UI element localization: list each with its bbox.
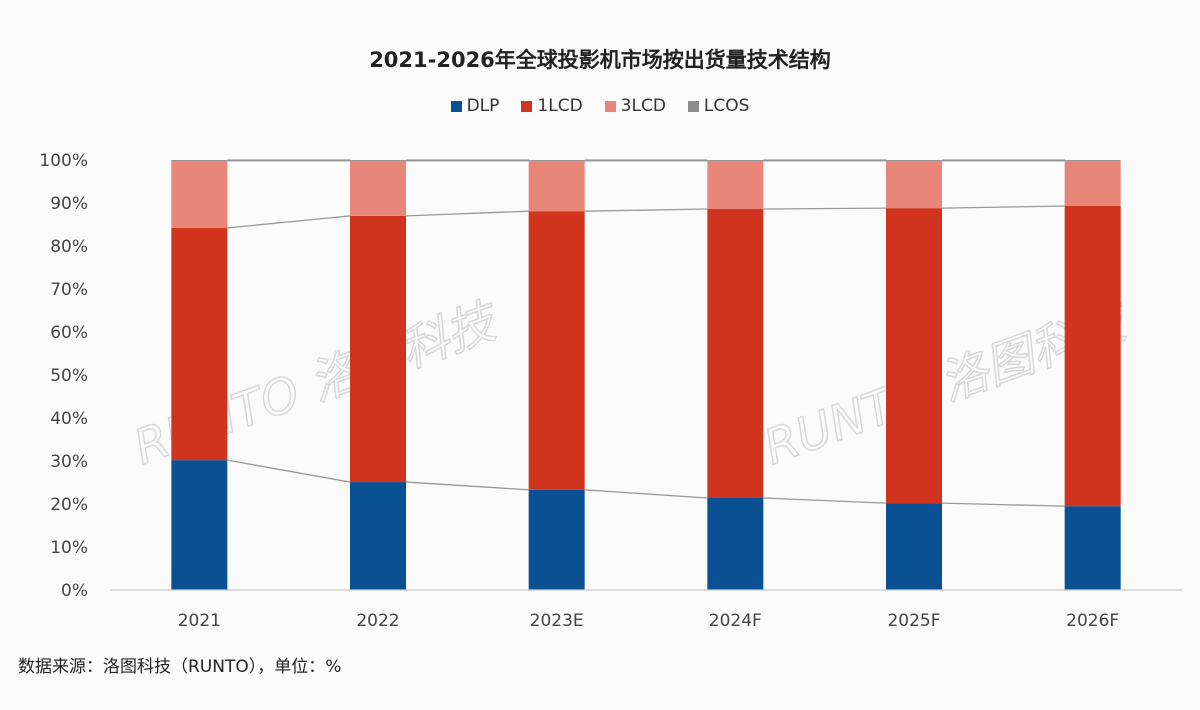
series-line-1lcd xyxy=(763,207,887,210)
bar-3lcd-2025F xyxy=(886,160,942,209)
legend-label: LCOS xyxy=(703,96,750,116)
legend-swatch xyxy=(450,100,462,112)
bar-1lcd-2026F xyxy=(1064,206,1121,507)
y-tick-label: 100% xyxy=(39,151,88,171)
bar-1lcd-2021 xyxy=(171,227,228,461)
legend-swatch xyxy=(687,100,699,112)
x-tick-label: 2023E xyxy=(530,611,584,631)
bar-3lcd-2022 xyxy=(350,160,406,216)
x-tick-label: 2025F xyxy=(887,611,940,631)
y-tick-label: 60% xyxy=(50,323,88,343)
x-tick-label: 2026F xyxy=(1066,611,1119,631)
x-tick-label: 2024F xyxy=(709,611,762,631)
bar-lcos-2026F xyxy=(1064,160,1121,161)
bar-lcos-2021 xyxy=(171,160,228,161)
legend-label: 1LCD xyxy=(537,96,583,116)
y-tick-label: 40% xyxy=(50,409,88,429)
y-tick-label: 90% xyxy=(50,194,88,214)
series-line-1lcd xyxy=(227,215,351,229)
series-line-1lcd xyxy=(405,210,529,217)
series-line-dlp xyxy=(584,489,708,499)
y-tick-label: 80% xyxy=(50,237,88,257)
x-tick-label: 2021 xyxy=(178,611,221,631)
series-line-dlp xyxy=(763,497,887,504)
legend-swatch xyxy=(521,100,533,112)
legend-item-3lcd: 3LCD xyxy=(604,96,666,116)
series-line-dlp xyxy=(405,481,529,491)
x-tick-label: 2022 xyxy=(356,611,399,631)
bar-dlp-2022 xyxy=(350,482,406,590)
legend-item-dlp: DLP xyxy=(450,96,500,116)
bar-dlp-2026F xyxy=(1064,506,1121,590)
bar-dlp-2023E xyxy=(528,489,585,590)
bar-1lcd-2025F xyxy=(886,208,942,504)
legend: DLP 1LCD 3LCD LCOS xyxy=(0,96,1200,116)
bar-dlp-2025F xyxy=(886,503,942,590)
y-tick-label: 0% xyxy=(61,581,88,601)
bar-lcos-2022 xyxy=(350,160,406,161)
series-line-dlp xyxy=(227,459,351,483)
series-line-1lcd xyxy=(584,208,708,212)
legend-item-lcos: LCOS xyxy=(687,96,750,116)
bar-1lcd-2023E xyxy=(528,211,585,490)
y-tick-label: 20% xyxy=(50,495,88,515)
bar-dlp-2024F xyxy=(707,497,764,590)
y-tick-label: 30% xyxy=(50,452,88,472)
bar-1lcd-2022 xyxy=(350,215,406,483)
y-tick-label: 50% xyxy=(50,366,88,386)
bar-3lcd-2021 xyxy=(171,160,228,228)
bar-lcos-2025F xyxy=(886,160,942,161)
legend-label: DLP xyxy=(466,96,500,116)
legend-swatch xyxy=(604,100,616,112)
legend-label: 3LCD xyxy=(620,96,666,116)
bar-lcos-2023E xyxy=(528,160,585,161)
series-line-dlp xyxy=(941,502,1065,507)
bar-3lcd-2024F xyxy=(707,160,764,210)
bar-dlp-2021 xyxy=(171,460,228,590)
series-line-1lcd xyxy=(941,205,1065,209)
source-note: 数据来源：洛图科技（RUNTO），单位：% xyxy=(18,657,342,677)
y-tick-label: 10% xyxy=(50,538,88,558)
bar-3lcd-2026F xyxy=(1064,160,1121,207)
bar-3lcd-2023E xyxy=(528,160,585,212)
y-tick-label: 70% xyxy=(50,280,88,300)
bar-lcos-2024F xyxy=(707,160,764,161)
bar-1lcd-2024F xyxy=(707,209,764,498)
legend-item-1lcd: 1LCD xyxy=(521,96,583,116)
chart-title: 2021-2026年全球投影机市场按出货量技术结构 xyxy=(369,48,831,72)
